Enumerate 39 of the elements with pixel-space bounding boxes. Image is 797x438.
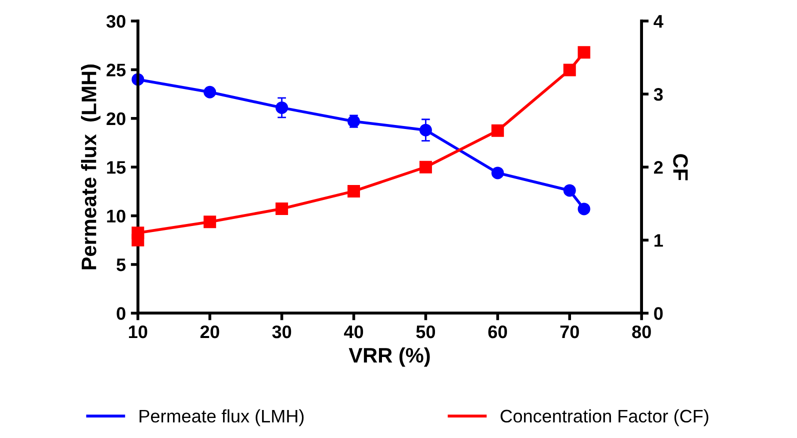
y-tick-label: 5 xyxy=(116,258,126,272)
point xyxy=(419,124,432,136)
legend-label: Permeate flux (LMH) xyxy=(140,409,304,426)
point xyxy=(348,184,360,198)
y-axis-title: Permeate flux (LMH) xyxy=(81,64,100,270)
point xyxy=(563,184,576,197)
point xyxy=(204,216,216,228)
point xyxy=(204,86,216,98)
y-tick-label: 20 xyxy=(106,112,126,126)
point xyxy=(578,46,590,59)
y2-tick-label: 0 xyxy=(654,307,663,320)
y-tick-label: 0 xyxy=(116,307,126,320)
point xyxy=(578,202,590,216)
x-tick-label: 10 xyxy=(128,325,148,338)
point xyxy=(491,124,504,137)
y2-tick-label: 3 xyxy=(654,88,663,101)
x-tick-label: 20 xyxy=(200,325,220,338)
x-tick-label: 80 xyxy=(632,325,651,338)
legend-label: Concentration Factor (CF) xyxy=(500,409,708,426)
x-tick-label: 30 xyxy=(272,325,292,338)
y-tick-label: 30 xyxy=(106,14,126,28)
y2-tick-label: 2 xyxy=(654,161,663,174)
y-tick-label: 25 xyxy=(106,64,126,76)
x-tick-label: 50 xyxy=(416,325,436,338)
y2-axis-title: CF xyxy=(673,154,688,180)
y2-tick-label: 4 xyxy=(654,15,664,28)
x-tick-label: 70 xyxy=(560,325,579,338)
y-tick-label: 15 xyxy=(107,161,126,174)
x-tick-label: 60 xyxy=(488,325,507,338)
point xyxy=(491,166,504,180)
point xyxy=(276,101,288,114)
x-tick-label: 40 xyxy=(344,325,364,338)
point xyxy=(563,64,576,76)
y2-tick-label: 1 xyxy=(654,234,663,247)
x-axis-title: VRR (%) xyxy=(348,347,430,367)
y-tick-label: 10 xyxy=(107,210,126,223)
point xyxy=(132,226,144,240)
point xyxy=(419,160,432,174)
point xyxy=(276,202,288,215)
